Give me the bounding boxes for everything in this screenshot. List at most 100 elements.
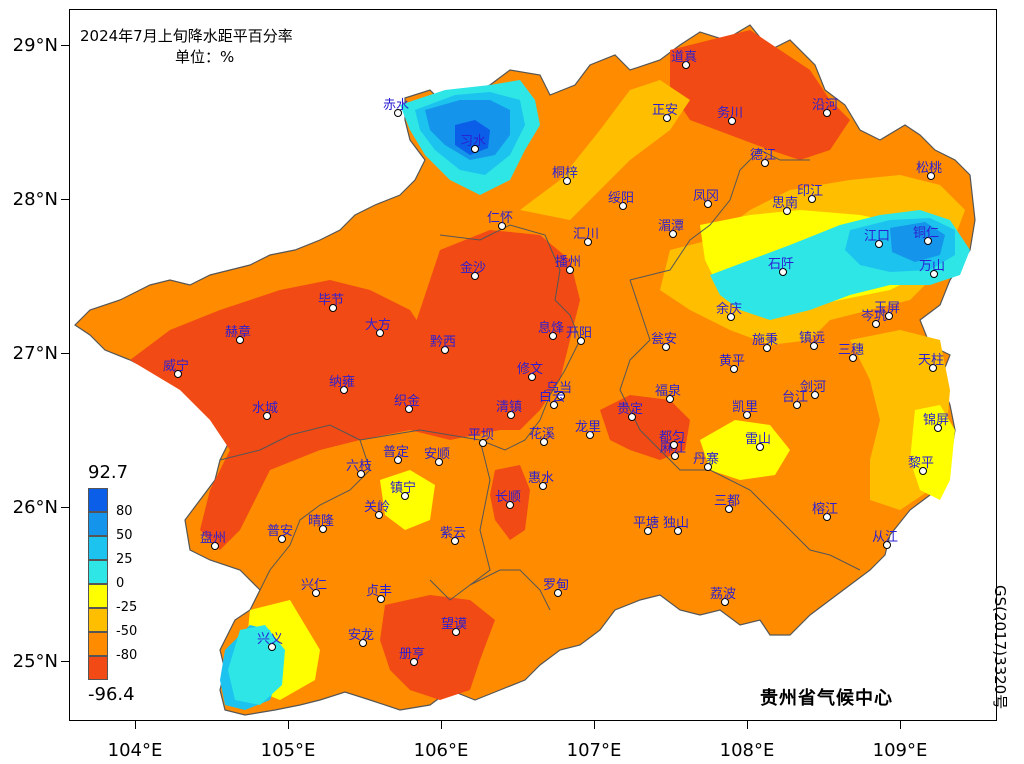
- x-label-104: 104°E: [107, 740, 163, 761]
- station-label: 都匀: [659, 430, 686, 445]
- station-marker: [540, 438, 548, 446]
- station-marker: [682, 61, 690, 69]
- station-marker: [872, 320, 880, 328]
- station-label: 铜仁: [913, 226, 940, 241]
- station-marker: [471, 272, 479, 280]
- station-marker: [669, 230, 677, 238]
- station-marker: [875, 240, 883, 248]
- station-label: 务川: [717, 106, 744, 121]
- y-tick-29: [61, 45, 69, 46]
- station-label: 榕江: [812, 502, 839, 517]
- legend-swatch: [88, 536, 108, 560]
- station-label: 桐梓: [552, 166, 579, 181]
- station-label: 贵定: [617, 402, 644, 417]
- station-label: 紫云: [440, 526, 467, 541]
- station-label: 沿河: [812, 98, 839, 113]
- legend-swatch: [88, 608, 108, 632]
- station-label: 剑河: [800, 380, 827, 395]
- station-marker: [728, 117, 736, 125]
- y-tick-26: [61, 507, 69, 508]
- station-label: 丹寨: [693, 452, 720, 467]
- station-label: 赫章: [225, 325, 252, 340]
- station-label: 石阡: [768, 257, 795, 272]
- station-marker: [359, 639, 367, 647]
- zone-red-guiding: [600, 395, 690, 460]
- station-marker: [811, 391, 819, 399]
- station-label: 独山: [663, 516, 690, 531]
- station-label: 思南: [772, 196, 799, 211]
- station-label: 平坝: [468, 428, 495, 443]
- legend-label: 25: [116, 552, 133, 567]
- station-label: 习水: [460, 134, 487, 149]
- station-marker: [919, 467, 927, 475]
- station-marker: [586, 431, 594, 439]
- station-marker: [628, 413, 636, 421]
- station-label: 三穗: [838, 343, 865, 358]
- station-marker: [584, 238, 592, 246]
- station-marker: [756, 443, 764, 451]
- station-label: 天柱: [918, 353, 945, 368]
- station-label: 兴义: [257, 632, 284, 647]
- station-label: 乌当: [546, 381, 573, 396]
- precipitation-map: [74, 24, 976, 716]
- x-label-107: 107°E: [566, 740, 622, 761]
- legend-swatch: [88, 560, 108, 584]
- legend-max-value: 92.7: [88, 462, 129, 483]
- station-label: 雷山: [745, 432, 772, 447]
- station-label: 福泉: [655, 384, 682, 399]
- station-label: 安顺: [424, 447, 451, 462]
- station-label: 江口: [864, 229, 891, 244]
- station-marker: [312, 589, 320, 597]
- y-tick-25: [61, 661, 69, 662]
- station-label: 修文: [517, 362, 544, 377]
- station-marker: [823, 513, 831, 521]
- station-label: 晴隆: [308, 514, 335, 529]
- station-marker: [557, 392, 565, 400]
- station-label: 锦屏: [923, 413, 950, 428]
- station-marker: [783, 207, 791, 215]
- station-label: 凤冈: [693, 189, 720, 204]
- x-label-106: 106°E: [413, 740, 469, 761]
- legend-label: -50: [116, 624, 138, 639]
- station-label: 息烽: [538, 321, 565, 336]
- station-label: 威宁: [163, 359, 190, 374]
- station-marker: [539, 482, 547, 490]
- zone-yellow-liping: [910, 405, 955, 500]
- station-marker: [727, 313, 735, 321]
- station-marker: [410, 658, 418, 666]
- legend-min-value: -96.4: [88, 684, 135, 705]
- station-label: 湄潭: [658, 219, 685, 234]
- station-label: 关岭: [364, 500, 391, 515]
- station-label: 赤水: [383, 98, 410, 113]
- credit-label: 贵州省气候中心: [760, 688, 893, 709]
- station-marker: [761, 159, 769, 167]
- station-label: 玉屏: [874, 301, 901, 316]
- station-marker: [793, 401, 801, 409]
- zone-yellow-zhenning: [380, 470, 435, 530]
- station-marker: [924, 237, 932, 245]
- x-label-108: 108°E: [719, 740, 775, 761]
- x-tick-104: [135, 721, 136, 729]
- station-label: 道真: [671, 50, 698, 65]
- station-label: 汇川: [573, 227, 600, 242]
- station-marker: [674, 527, 682, 535]
- legend-label: 50: [116, 528, 133, 543]
- station-marker: [375, 511, 383, 519]
- station-marker: [670, 441, 678, 449]
- legend-swatch: [88, 512, 108, 536]
- station-label: 纳雍: [329, 375, 356, 390]
- legend-label: 0: [116, 576, 125, 591]
- station-label: 普定: [383, 445, 410, 460]
- legend-swatch: [88, 656, 108, 680]
- station-marker: [394, 109, 402, 117]
- station-label: 瓮安: [651, 332, 678, 347]
- station-label: 罗甸: [543, 578, 570, 593]
- legend-swatch: [88, 584, 108, 608]
- station-marker: [779, 268, 787, 276]
- station-marker: [211, 542, 219, 550]
- station-label: 万山: [919, 259, 946, 274]
- x-tick-108: [747, 721, 748, 729]
- station-marker: [808, 195, 816, 203]
- station-marker: [377, 595, 385, 603]
- x-label-109: 109°E: [872, 740, 928, 761]
